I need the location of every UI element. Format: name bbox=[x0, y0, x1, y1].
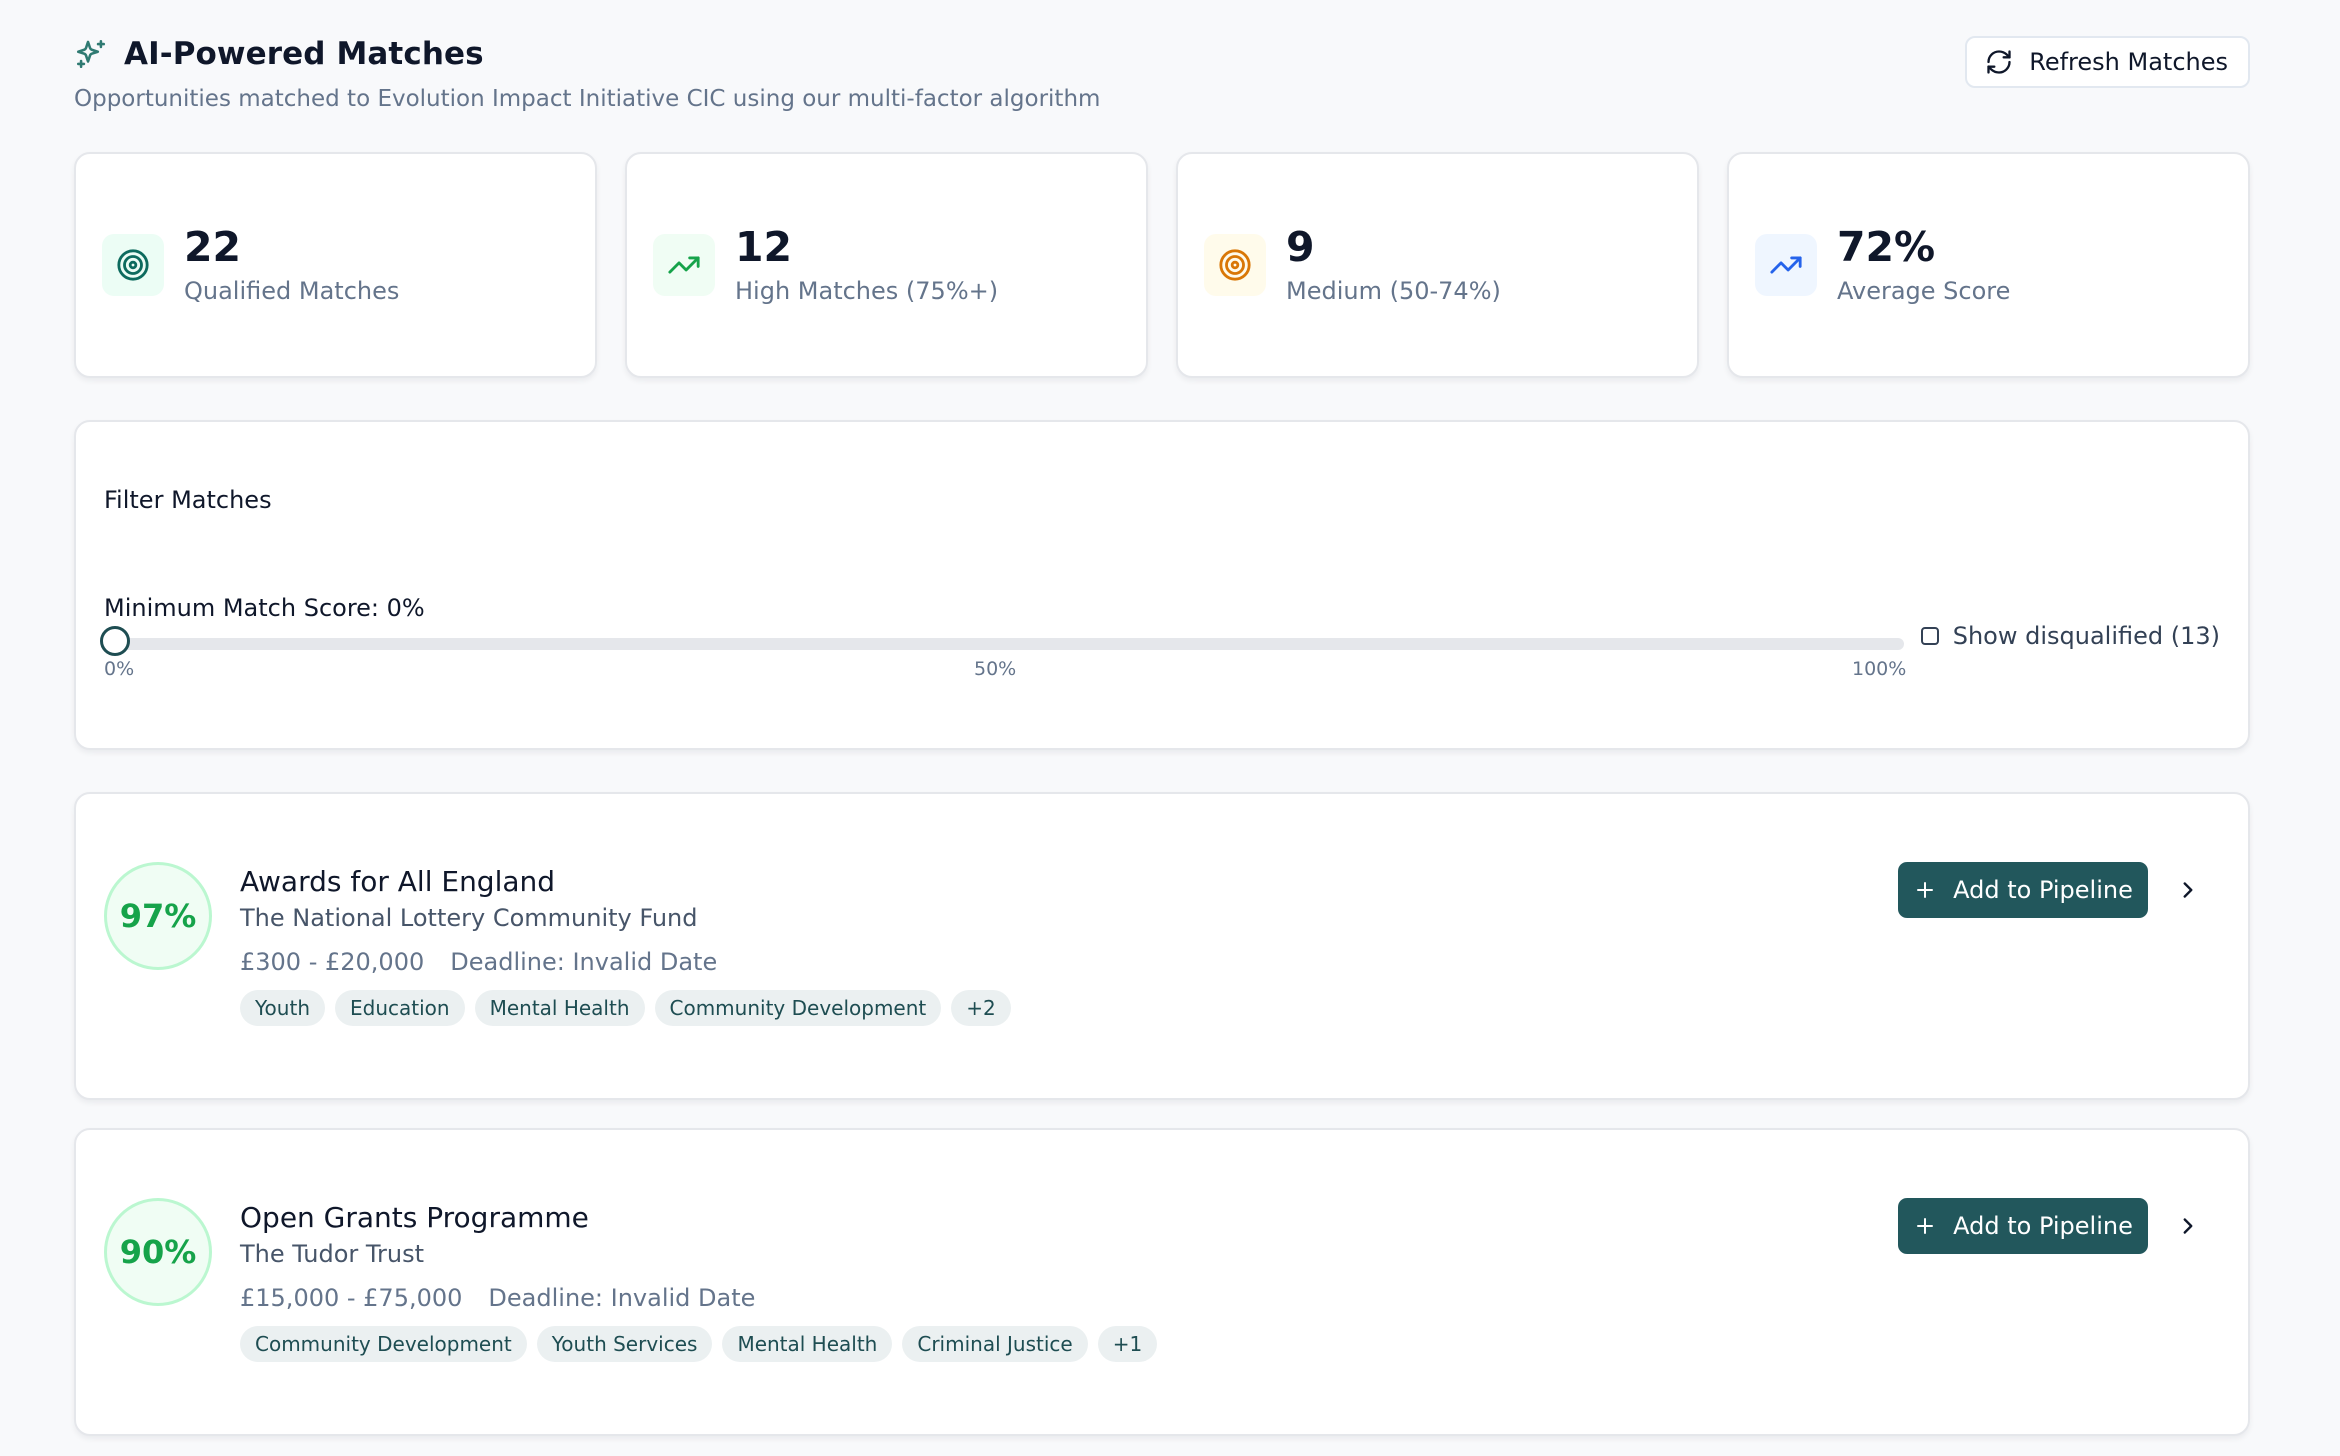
match-deadline: Deadline: Invalid Date bbox=[488, 1284, 756, 1312]
match-deadline: Deadline: Invalid Date bbox=[450, 948, 718, 976]
plus-icon bbox=[1913, 878, 1937, 902]
stat-value: 12 bbox=[735, 223, 793, 272]
stat-icon-box bbox=[102, 234, 164, 296]
stat-label: Average Score bbox=[1837, 276, 2011, 305]
match-tag-more: +2 bbox=[951, 990, 1011, 1026]
stat-card-high: 12 High Matches (75%+) bbox=[625, 152, 1148, 378]
slider-tick-0: 0% bbox=[104, 658, 135, 680]
match-funder: The National Lottery Community Fund bbox=[240, 904, 698, 932]
match-score-badge: 90% bbox=[104, 1198, 212, 1306]
match-tag: Community Development bbox=[654, 990, 942, 1026]
slider-thumb[interactable] bbox=[100, 626, 130, 656]
add-to-pipeline-label: Add to Pipeline bbox=[1953, 1212, 2133, 1240]
stat-icon-box bbox=[1755, 234, 1817, 296]
match-tag: Education bbox=[335, 990, 465, 1026]
slider-tick-100: 100% bbox=[1852, 658, 1907, 680]
filter-title: Filter Matches bbox=[104, 486, 272, 514]
match-meta: £15,000 - £75,000 Deadline: Invalid Date bbox=[240, 1282, 1157, 1314]
stat-card-medium: 9 Medium (50-74%) bbox=[1176, 152, 1699, 378]
stat-label: Medium (50-74%) bbox=[1286, 276, 1501, 305]
match-tag: Youth Services bbox=[536, 1326, 713, 1362]
stat-value: 72% bbox=[1837, 223, 1936, 272]
match-card[interactable]: 97% Awards for All England The National … bbox=[74, 792, 2250, 1100]
add-to-pipeline-label: Add to Pipeline bbox=[1953, 876, 2133, 904]
trending-up-icon bbox=[1769, 248, 1803, 282]
stat-label: Qualified Matches bbox=[184, 276, 400, 305]
match-tag-more: +1 bbox=[1097, 1326, 1158, 1362]
filter-card: Filter Matches Minimum Match Score: 0% 0… bbox=[74, 420, 2250, 750]
page-title: AI-Powered Matches bbox=[124, 36, 484, 72]
stat-card-average: 72% Average Score bbox=[1727, 152, 2250, 378]
match-info: Awards for All England The National Lott… bbox=[240, 864, 1011, 1026]
match-meta: £300 - £20,000 Deadline: Invalid Date bbox=[240, 946, 1011, 978]
chevron-right-icon[interactable] bbox=[2172, 1210, 2204, 1242]
stat-card-qualified: 22 Qualified Matches bbox=[74, 152, 597, 378]
chevron-right-icon[interactable] bbox=[2172, 874, 2204, 906]
stat-icon-box bbox=[653, 234, 715, 296]
match-info: Open Grants Programme The Tudor Trust £1… bbox=[240, 1200, 1158, 1362]
match-tag: Criminal Justice bbox=[902, 1326, 1088, 1362]
match-name: Awards for All England bbox=[240, 865, 556, 898]
stat-value: 22 bbox=[184, 223, 242, 272]
trending-up-icon bbox=[667, 248, 701, 282]
show-disqualified-label: Show disqualified (13) bbox=[1952, 622, 2220, 650]
match-tag: Community Development bbox=[240, 1326, 527, 1362]
target-icon bbox=[116, 248, 150, 282]
stats-row: 22 Qualified Matches 12 High Matches (75… bbox=[74, 152, 2250, 378]
refresh-matches-button[interactable]: Refresh Matches bbox=[1965, 36, 2250, 88]
page-header: AI-Powered Matches Opportunities matched… bbox=[74, 36, 2250, 126]
match-tag: Mental Health bbox=[474, 990, 645, 1026]
min-score-slider[interactable] bbox=[100, 626, 1904, 656]
sparkles-icon bbox=[74, 37, 108, 71]
stat-icon-box bbox=[1204, 234, 1266, 296]
stat-value: 9 bbox=[1286, 223, 1315, 272]
slider-tick-50: 50% bbox=[974, 658, 1017, 680]
match-tag: Mental Health bbox=[722, 1326, 893, 1362]
plus-icon bbox=[1913, 1214, 1937, 1238]
refresh-matches-label: Refresh Matches bbox=[2029, 48, 2228, 76]
refresh-icon bbox=[1985, 48, 2013, 76]
title-row: AI-Powered Matches bbox=[74, 36, 2250, 72]
show-disqualified-toggle[interactable]: Show disqualified (13) bbox=[1920, 622, 2220, 650]
page-subtitle: Opportunities matched to Evolution Impac… bbox=[74, 86, 1101, 112]
match-name: Open Grants Programme bbox=[240, 1201, 589, 1234]
stat-label: High Matches (75%+) bbox=[735, 276, 999, 305]
add-to-pipeline-button[interactable]: Add to Pipeline bbox=[1898, 862, 2148, 918]
show-disqualified-checkbox[interactable] bbox=[1920, 627, 1939, 645]
match-tags: Community Development Youth Services Men… bbox=[240, 1326, 1158, 1362]
match-score-badge: 97% bbox=[104, 862, 212, 970]
min-score-label: Minimum Match Score: 0% bbox=[104, 594, 425, 622]
match-tag: Youth bbox=[240, 990, 325, 1026]
target-icon bbox=[1218, 248, 1252, 282]
match-card[interactable]: 90% Open Grants Programme The Tudor Trus… bbox=[74, 1128, 2250, 1436]
match-amount: £300 - £20,000 bbox=[240, 948, 425, 976]
match-amount: £15,000 - £75,000 bbox=[240, 1284, 463, 1312]
match-funder: The Tudor Trust bbox=[240, 1240, 425, 1268]
match-tags: Youth Education Mental Health Community … bbox=[240, 990, 1011, 1026]
add-to-pipeline-button[interactable]: Add to Pipeline bbox=[1898, 1198, 2148, 1254]
